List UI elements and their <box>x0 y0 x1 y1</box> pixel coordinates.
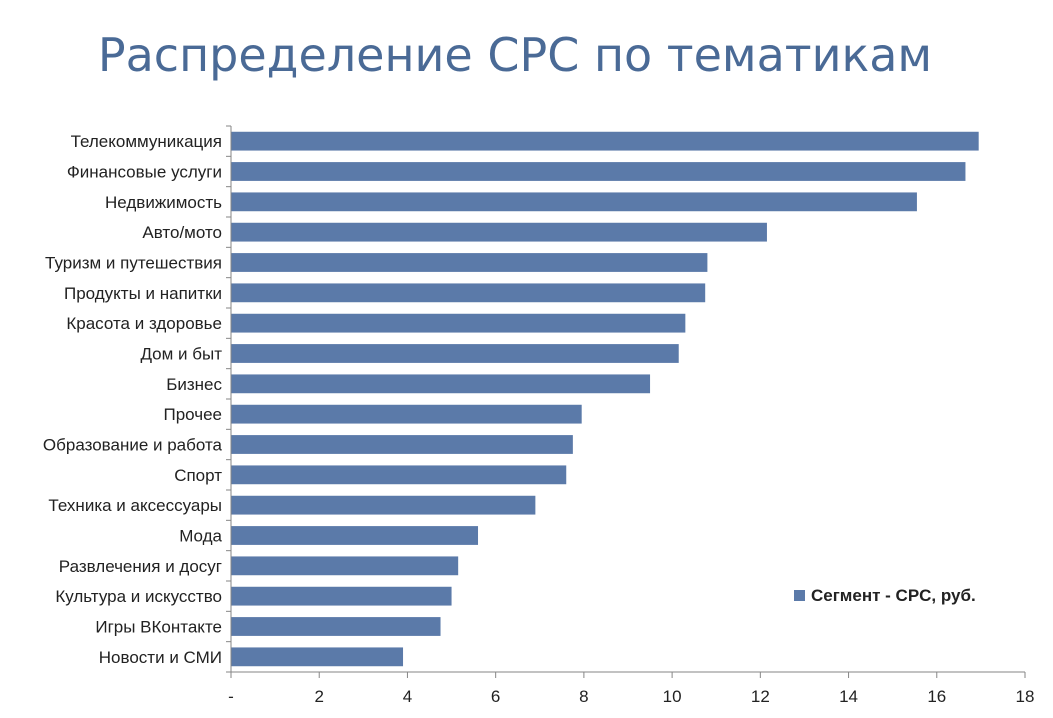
bar <box>231 435 573 454</box>
legend-label: Сегмент - CPC, руб. <box>811 586 976 605</box>
category-label: Техника и аксессуары <box>48 496 222 515</box>
x-tick-label: 10 <box>663 687 682 706</box>
bar <box>231 162 966 181</box>
category-labels: Телекоммуникация Финансовые услуги Недвижи… <box>43 132 223 667</box>
axes <box>226 125 1026 678</box>
x-tick-label: 6 <box>491 687 500 706</box>
legend-swatch <box>794 590 805 601</box>
bars-group <box>231 131 979 667</box>
category-label: Образование и работа <box>43 436 223 455</box>
legend: Сегмент - CPC, руб. <box>794 586 976 605</box>
x-tick-label: 4 <box>403 687 412 706</box>
bar <box>231 647 404 667</box>
bar <box>231 374 651 394</box>
category-label: Игры ВКонтакте <box>95 618 222 637</box>
x-tick-label: 12 <box>751 687 770 706</box>
category-label: Финансовые услуги <box>67 163 222 182</box>
x-tick-label: 16 <box>927 687 946 706</box>
category-label: Мода <box>179 527 222 546</box>
category-label: Недвижимость <box>105 193 222 212</box>
bar <box>231 222 767 242</box>
bar <box>231 192 917 212</box>
category-label: Бизнес <box>166 375 222 394</box>
category-label: Культура и искусство <box>55 587 222 606</box>
x-tick-label: 14 <box>839 687 858 706</box>
bar <box>231 313 686 333</box>
x-tick-label: 2 <box>314 687 323 706</box>
bar <box>231 495 536 515</box>
category-label: Спорт <box>174 466 222 485</box>
category-label: Телекоммуникация <box>71 132 222 151</box>
bar <box>231 344 679 363</box>
category-label: Красота и здоровье <box>66 314 222 333</box>
bar <box>231 556 459 576</box>
bar <box>231 617 441 636</box>
x-tick-label: 8 <box>579 687 588 706</box>
bar <box>231 283 706 303</box>
x-tick-label: - <box>228 687 234 706</box>
bar <box>231 253 708 272</box>
category-label: Развлечения и досуг <box>59 557 222 576</box>
category-label: Новости и СМИ <box>99 648 222 667</box>
category-label: Продукты и напитки <box>64 284 222 303</box>
bar <box>231 131 979 151</box>
category-label: Дом и быт <box>140 345 222 364</box>
category-label: Прочее <box>163 405 222 424</box>
bar <box>231 404 582 424</box>
category-label: Туризм и путешествия <box>45 254 222 273</box>
bar <box>231 586 452 606</box>
chart-title: Распределение CPC по тематикам <box>97 28 933 82</box>
bar <box>231 526 479 545</box>
category-label: Авто/мото <box>142 223 222 242</box>
bar <box>231 465 567 485</box>
x-tick-label: 18 <box>1016 687 1035 706</box>
x-tick-labels: - 2 4 6 8 10 12 14 16 18 <box>228 687 1034 706</box>
